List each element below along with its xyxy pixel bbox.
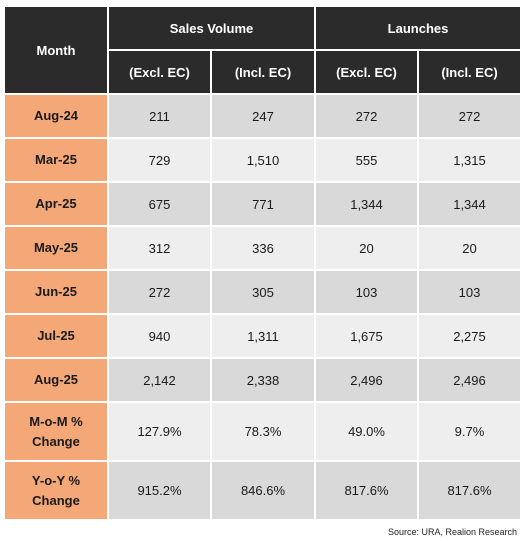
- row-month: Mar-25: [5, 139, 107, 181]
- yoy-label-line1: Y-o-Y %: [31, 472, 81, 488]
- cell-sales-excl: 127.9%: [109, 403, 210, 460]
- cell-sales-excl: 312: [109, 227, 210, 269]
- cell-sales-incl: 336: [212, 227, 314, 269]
- header-row-groups: Month Sales Volume Launches: [5, 7, 520, 93]
- cell-launch-excl: 103: [316, 271, 417, 313]
- yoy-change-row: Y-o-Y % Change 915.2% 846.6% 817.6% 817.…: [5, 462, 520, 519]
- source-note: Source: URA, Realion Research: [387, 527, 517, 537]
- mom-label-line2: Change: [32, 433, 80, 449]
- mom-change-row: M-o-M % Change 127.9% 78.3% 49.0% 9.7%: [5, 403, 520, 460]
- cell-launch-excl: 817.6%: [316, 462, 417, 519]
- cell-launch-incl: 1,344: [419, 183, 520, 225]
- cell-launch-incl: 20: [419, 227, 520, 269]
- sales-launches-table: Month Sales Volume Launches (Excl. EC) (…: [3, 5, 522, 521]
- cell-sales-incl: 247: [212, 95, 314, 137]
- mom-change-label: M-o-M % Change: [5, 403, 107, 460]
- table-row: Mar-25 729 1,510 555 1,315: [5, 139, 520, 181]
- cell-sales-incl: 78.3%: [212, 403, 314, 460]
- header-sales-volume: Sales Volume: [109, 7, 314, 49]
- table-row: Jul-25 940 1,311 1,675 2,275: [5, 315, 520, 357]
- cell-launch-excl: 272: [316, 95, 417, 137]
- header-month: Month: [5, 7, 107, 93]
- data-table-container: Month Sales Volume Launches (Excl. EC) (…: [3, 5, 522, 521]
- cell-launch-incl: 9.7%: [419, 403, 520, 460]
- cell-sales-excl: 940: [109, 315, 210, 357]
- cell-sales-incl: 846.6%: [212, 462, 314, 519]
- table-row: Aug-25 2,142 2,338 2,496 2,496: [5, 359, 520, 401]
- cell-sales-excl: 675: [109, 183, 210, 225]
- cell-launch-incl: 817.6%: [419, 462, 520, 519]
- row-month: May-25: [5, 227, 107, 269]
- header-launch-excl: (Excl. EC): [316, 51, 417, 93]
- mom-label-line1: M-o-M %: [29, 413, 83, 429]
- cell-launch-excl: 1,675: [316, 315, 417, 357]
- cell-sales-excl: 2,142: [109, 359, 210, 401]
- table-row: Apr-25 675 771 1,344 1,344: [5, 183, 520, 225]
- cell-launch-incl: 2,275: [419, 315, 520, 357]
- cell-sales-incl: 771: [212, 183, 314, 225]
- header-sales-incl: (Incl. EC): [212, 51, 314, 93]
- cell-launch-incl: 272: [419, 95, 520, 137]
- cell-sales-excl: 915.2%: [109, 462, 210, 519]
- table-row: Aug-24 211 247 272 272: [5, 95, 520, 137]
- header-row-subcolumns: (Excl. EC) (Incl. EC) (Excl. EC) (Incl. …: [5, 51, 520, 93]
- cell-launch-excl: 555: [316, 139, 417, 181]
- row-month: Aug-25: [5, 359, 107, 401]
- row-month: Aug-24: [5, 95, 107, 137]
- yoy-label-line2: Change: [32, 492, 80, 508]
- row-month: Jul-25: [5, 315, 107, 357]
- cell-launch-incl: 2,496: [419, 359, 520, 401]
- header-launch-incl: (Incl. EC): [419, 51, 520, 93]
- yoy-change-label: Y-o-Y % Change: [5, 462, 107, 519]
- cell-sales-incl: 1,510: [212, 139, 314, 181]
- header-sales-excl: (Excl. EC): [109, 51, 210, 93]
- cell-sales-excl: 211: [109, 95, 210, 137]
- header-launches: Launches: [316, 7, 520, 49]
- table-row: May-25 312 336 20 20: [5, 227, 520, 269]
- cell-launch-excl: 20: [316, 227, 417, 269]
- cell-sales-incl: 2,338: [212, 359, 314, 401]
- cell-sales-excl: 272: [109, 271, 210, 313]
- cell-launch-excl: 1,344: [316, 183, 417, 225]
- cell-launch-excl: 49.0%: [316, 403, 417, 460]
- cell-sales-excl: 729: [109, 139, 210, 181]
- table-row: Jun-25 272 305 103 103: [5, 271, 520, 313]
- row-month: Apr-25: [5, 183, 107, 225]
- cell-sales-incl: 305: [212, 271, 314, 313]
- cell-sales-incl: 1,311: [212, 315, 314, 357]
- cell-launch-incl: 1,315: [419, 139, 520, 181]
- cell-launch-excl: 2,496: [316, 359, 417, 401]
- cell-launch-incl: 103: [419, 271, 520, 313]
- row-month: Jun-25: [5, 271, 107, 313]
